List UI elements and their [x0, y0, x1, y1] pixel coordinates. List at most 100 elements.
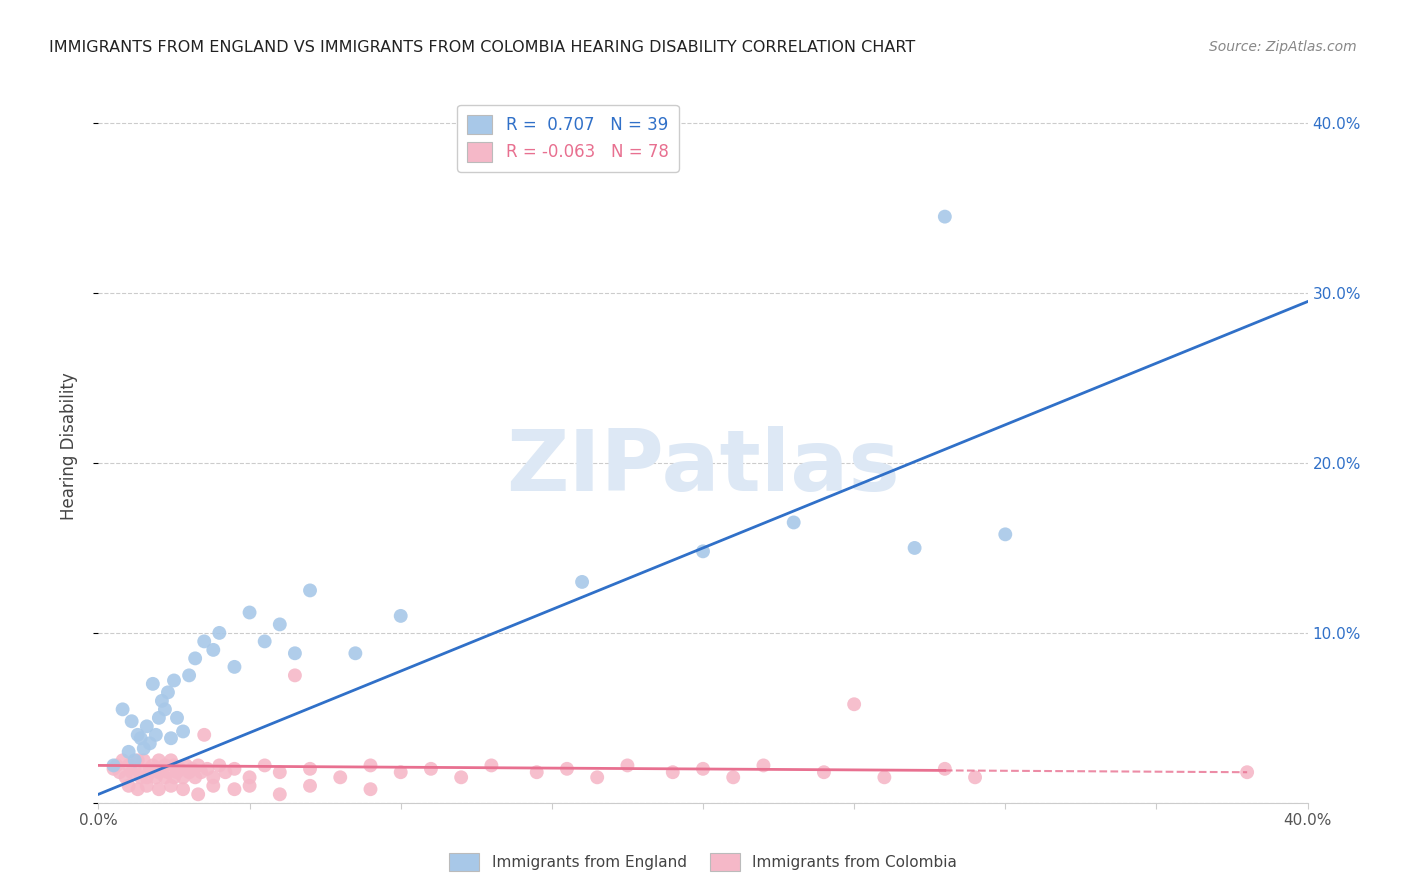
Point — [193, 634, 215, 648]
Point — [148, 782, 170, 797]
Point — [129, 770, 152, 784]
Point — [202, 770, 225, 784]
Point — [284, 646, 307, 660]
Point — [118, 758, 141, 772]
Point — [145, 728, 167, 742]
Point — [202, 779, 225, 793]
Point — [208, 758, 231, 772]
Point — [994, 527, 1017, 541]
Point — [269, 787, 291, 801]
Point — [224, 660, 246, 674]
Point — [269, 765, 291, 780]
Point — [139, 736, 162, 750]
Point — [208, 626, 231, 640]
Point — [135, 770, 157, 784]
Point — [692, 544, 714, 558]
Point — [179, 668, 201, 682]
Point — [172, 724, 194, 739]
Point — [127, 753, 149, 767]
Point — [135, 719, 157, 733]
Point — [142, 677, 165, 691]
Point — [481, 758, 503, 772]
Point — [360, 782, 382, 797]
Point — [526, 765, 548, 780]
Point — [153, 758, 176, 772]
Point — [129, 731, 152, 746]
Point — [253, 758, 276, 772]
Point — [284, 668, 307, 682]
Point — [239, 770, 262, 784]
Point — [153, 770, 176, 784]
Text: ZIPatlas: ZIPatlas — [506, 425, 900, 509]
Point — [163, 758, 186, 772]
Point — [145, 770, 167, 784]
Point — [163, 770, 186, 784]
Point — [586, 770, 609, 784]
Point — [202, 643, 225, 657]
Point — [132, 741, 155, 756]
Point — [103, 762, 125, 776]
Point — [127, 728, 149, 742]
Y-axis label: Hearing Disability: Hearing Disability — [59, 372, 77, 520]
Point — [783, 516, 806, 530]
Point — [193, 728, 215, 742]
Point — [118, 745, 141, 759]
Point — [114, 770, 136, 784]
Point — [132, 753, 155, 767]
Point — [934, 762, 956, 776]
Point — [195, 762, 218, 776]
Point — [239, 606, 262, 620]
Point — [111, 753, 134, 767]
Point — [103, 758, 125, 772]
Point — [181, 762, 204, 776]
Point — [253, 634, 276, 648]
Point — [214, 765, 236, 780]
Point — [389, 608, 412, 623]
Point — [1236, 765, 1258, 780]
Point — [156, 685, 179, 699]
Point — [174, 758, 197, 772]
Point — [616, 758, 638, 772]
Point — [723, 770, 745, 784]
Point — [172, 770, 194, 784]
Point — [156, 765, 179, 780]
Point — [153, 702, 176, 716]
Point — [184, 770, 207, 784]
Point — [239, 779, 262, 793]
Legend: Immigrants from England, Immigrants from Colombia: Immigrants from England, Immigrants from… — [443, 847, 963, 877]
Point — [269, 617, 291, 632]
Point — [555, 762, 578, 776]
Point — [179, 765, 201, 780]
Point — [420, 762, 443, 776]
Point — [124, 762, 146, 776]
Point — [127, 782, 149, 797]
Point — [329, 770, 352, 784]
Point — [224, 782, 246, 797]
Point — [150, 694, 173, 708]
Text: Source: ZipAtlas.com: Source: ZipAtlas.com — [1209, 40, 1357, 54]
Point — [662, 765, 685, 780]
Point — [132, 765, 155, 780]
Point — [389, 765, 412, 780]
Point — [360, 758, 382, 772]
Point — [148, 765, 170, 780]
Point — [172, 782, 194, 797]
Point — [135, 779, 157, 793]
Point — [844, 698, 866, 712]
Point — [142, 758, 165, 772]
Point — [121, 714, 143, 729]
Point — [571, 574, 593, 589]
Point — [160, 731, 183, 746]
Point — [105, 758, 128, 772]
Point — [108, 765, 131, 780]
Point — [904, 541, 927, 555]
Point — [873, 770, 896, 784]
Point — [150, 762, 173, 776]
Point — [299, 762, 322, 776]
Point — [299, 779, 322, 793]
Point — [160, 753, 183, 767]
Point — [184, 651, 207, 665]
Point — [965, 770, 987, 784]
Point — [118, 779, 141, 793]
Point — [190, 765, 212, 780]
